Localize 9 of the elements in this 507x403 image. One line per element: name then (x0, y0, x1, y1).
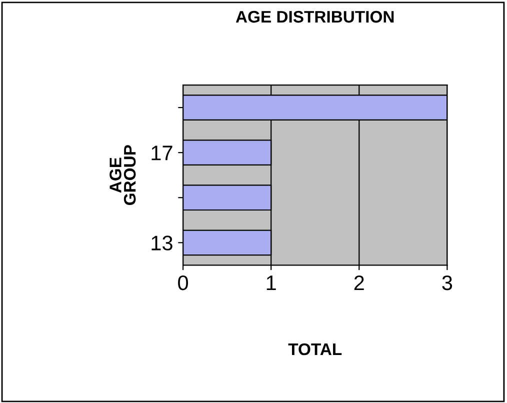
x-axis-title: TOTAL (288, 343, 342, 356)
x-tick-label: 3 (442, 275, 452, 290)
y-tick-label: 17 (152, 146, 172, 160)
x-tick-label: 0 (178, 275, 188, 290)
chart-title: AGE DISTRIBUTION (236, 10, 394, 23)
x-tick-label: 1 (266, 276, 276, 290)
x-tick-label: 2 (354, 275, 364, 290)
y-tick-label: 13 (152, 236, 172, 250)
y-axis-title: AGE GROUP (110, 145, 136, 205)
